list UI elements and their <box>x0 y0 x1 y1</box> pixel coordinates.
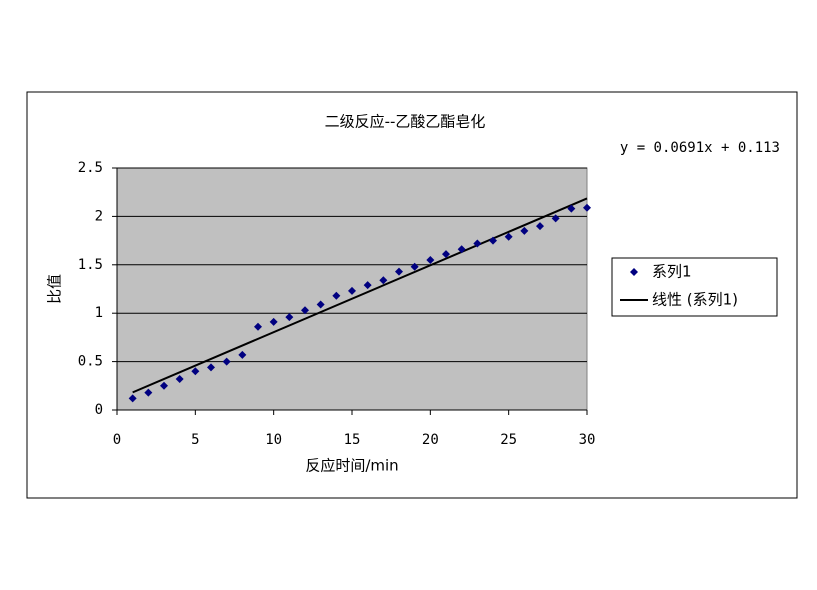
x-tick-label: 10 <box>265 432 282 448</box>
point <box>160 381 168 390</box>
point <box>489 236 497 245</box>
y-tick-label: 1.5 <box>78 257 103 273</box>
point <box>504 232 513 241</box>
y-tick-label: 0.5 <box>78 354 103 370</box>
point <box>442 250 450 259</box>
x-tick-label: 20 <box>422 432 439 448</box>
point <box>144 388 153 397</box>
point <box>316 300 325 309</box>
point <box>175 375 184 384</box>
x-tick-label: 0 <box>113 432 121 448</box>
y-tick-label: 2.5 <box>78 160 103 176</box>
point <box>285 313 294 322</box>
y-tick-label: 2 <box>95 208 103 224</box>
point <box>567 204 576 213</box>
point <box>254 322 262 331</box>
point <box>473 239 482 248</box>
y-axis-label: 比值 <box>46 274 64 304</box>
point <box>536 222 544 231</box>
point <box>222 357 231 366</box>
point <box>583 203 591 212</box>
point <box>128 394 137 403</box>
legend-marker <box>630 268 638 276</box>
legend <box>611 257 778 317</box>
x-tick-label: 5 <box>191 432 199 448</box>
chart-title: 二级反应--乙酸乙酯皂化 <box>325 113 486 131</box>
point <box>207 363 215 372</box>
point <box>457 245 466 254</box>
point <box>363 281 372 290</box>
point <box>238 350 247 359</box>
point <box>520 226 529 235</box>
point <box>395 267 403 276</box>
point <box>301 306 309 315</box>
point <box>269 317 278 326</box>
x-tick-label: 25 <box>500 432 517 448</box>
trend-equation: y = 0.0691x + 0.113 <box>620 140 780 156</box>
x-axis-label: 反应时间/min <box>305 457 398 475</box>
x-tick-label: 15 <box>344 432 361 448</box>
point <box>426 255 435 264</box>
point <box>348 286 356 295</box>
point <box>410 262 419 271</box>
point <box>379 276 388 285</box>
x-tick-label: 30 <box>579 432 596 448</box>
point <box>332 291 341 300</box>
legend-label: 线性 (系列1) <box>652 291 738 309</box>
y-tick-label: 1 <box>95 305 103 321</box>
y-tick-label: 0 <box>95 402 103 418</box>
point <box>191 367 200 376</box>
point <box>551 214 560 223</box>
trendline <box>132 197 588 394</box>
legend-label: 系列1 <box>652 263 692 281</box>
